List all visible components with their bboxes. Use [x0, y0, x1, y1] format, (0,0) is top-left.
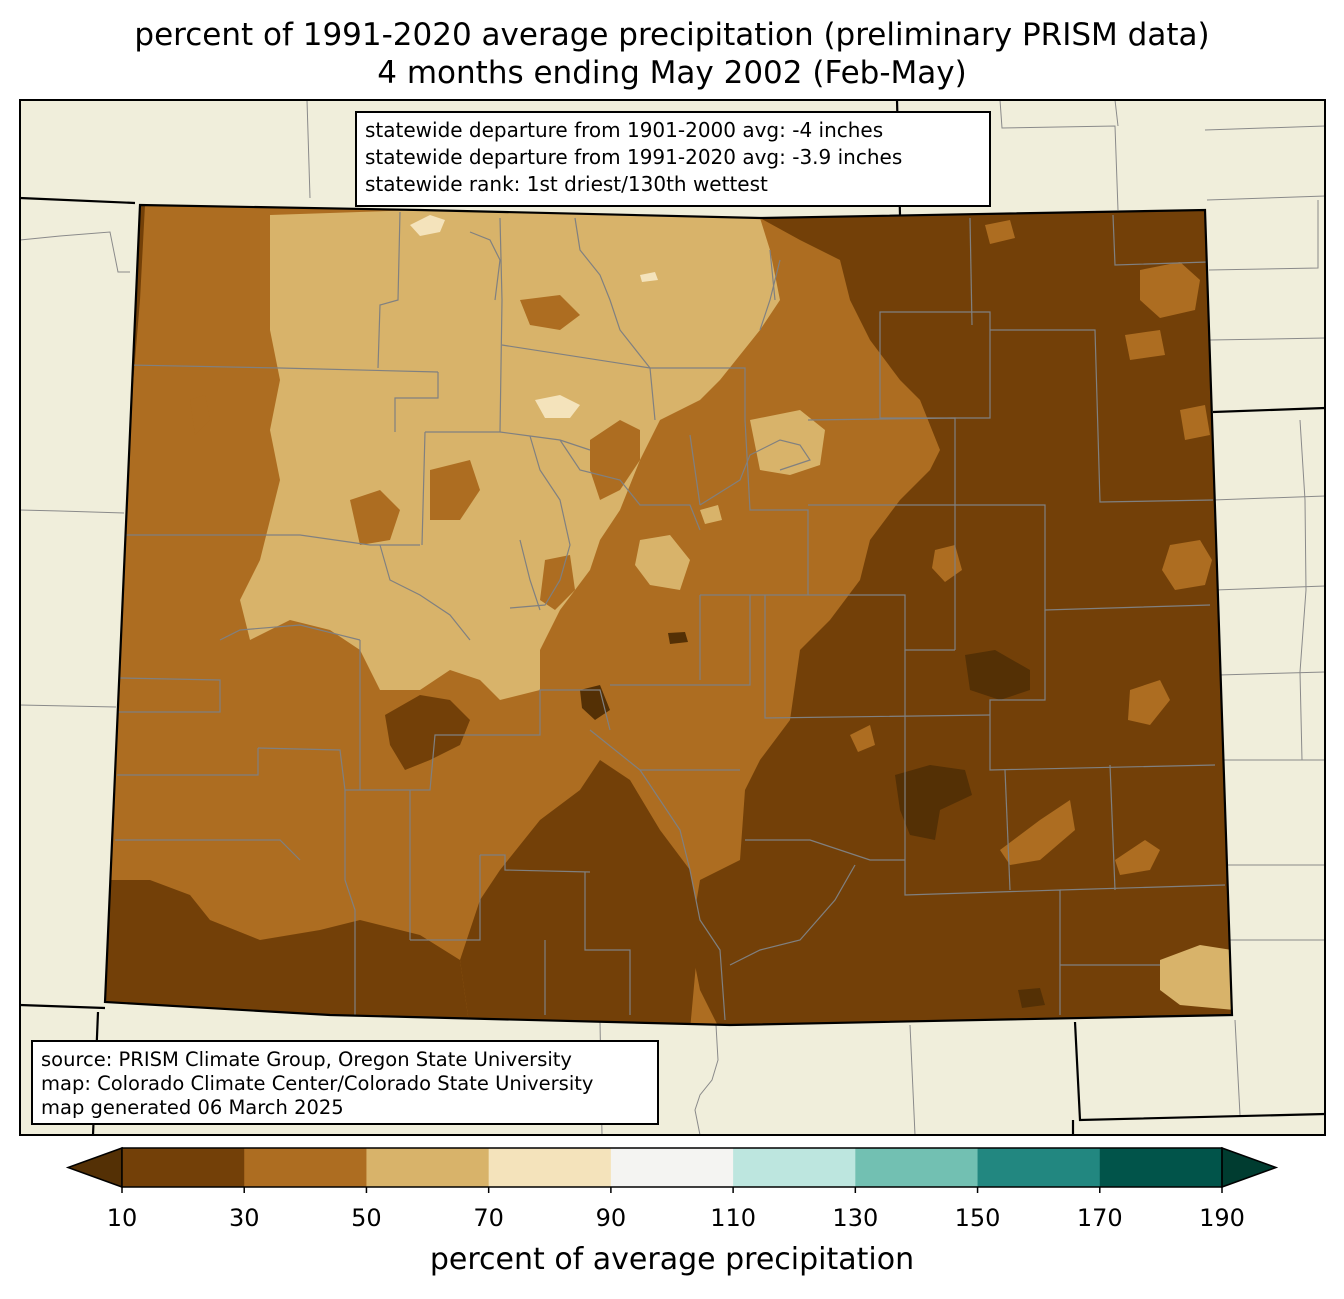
colorbar-tick-label: 130 — [832, 1204, 879, 1232]
stats-line1: statewide departure from 1901-2000 avg: … — [365, 118, 884, 142]
colorado-border — [103, 203, 1234, 1027]
colorbar-tick-label: 190 — [1199, 1204, 1245, 1232]
map-frame — [19, 99, 1326, 1136]
colorbar-tick-label: 30 — [228, 1204, 260, 1232]
map-title-line2: 4 months ending May 2002 (Feb-May) — [377, 55, 967, 91]
colorbar-tick-label: 170 — [1076, 1204, 1123, 1232]
colorbar-tick-label: 90 — [595, 1204, 627, 1232]
source-line2: map: Colorado Climate Center/Colorado St… — [41, 1072, 594, 1095]
colorbar-tick-label: 150 — [954, 1204, 1001, 1232]
source-line3: map generated 06 March 2025 — [41, 1096, 344, 1119]
source-box: source: PRISM Climate Group, Oregon Stat… — [31, 1040, 659, 1125]
statewide-stats-box: statewide departure from 1901-2000 avg: … — [355, 111, 991, 207]
stats-line2: statewide departure from 1991-2020 avg: … — [365, 145, 903, 169]
colorbar-label: percent of average precipitation — [429, 1242, 915, 1277]
colorbar-tick-label: 10 — [106, 1204, 138, 1232]
colorbar-tick-label: 70 — [473, 1204, 504, 1232]
colorbar-tick-label: 50 — [351, 1204, 382, 1232]
colorbar-tick-label: 110 — [710, 1204, 757, 1232]
map-title-line1: percent of 1991-2020 average precipitati… — [134, 17, 1210, 53]
source-line1: source: PRISM Climate Group, Oregon Stat… — [41, 1048, 572, 1071]
stats-line3: statewide rank: 1st driest/130th wettest — [365, 172, 768, 196]
county-lines — [115, 211, 1226, 1021]
colorado-precip-field — [105, 205, 1232, 1025]
